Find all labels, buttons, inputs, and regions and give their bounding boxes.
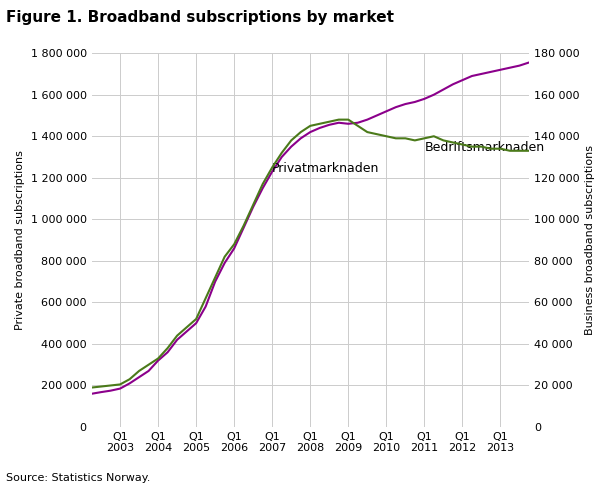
Text: Figure 1. Broadband subscriptions by market: Figure 1. Broadband subscriptions by mar…: [6, 10, 394, 25]
Text: Privatmarknaden: Privatmarknaden: [272, 162, 379, 175]
Text: Source: Statistics Norway.: Source: Statistics Norway.: [6, 473, 151, 483]
Y-axis label: Business broadband subscriptions: Business broadband subscriptions: [585, 145, 595, 335]
Y-axis label: Private broadband subscriptions: Private broadband subscriptions: [15, 150, 25, 330]
Text: Bedriftsmarknaden: Bedriftsmarknaden: [425, 141, 545, 154]
